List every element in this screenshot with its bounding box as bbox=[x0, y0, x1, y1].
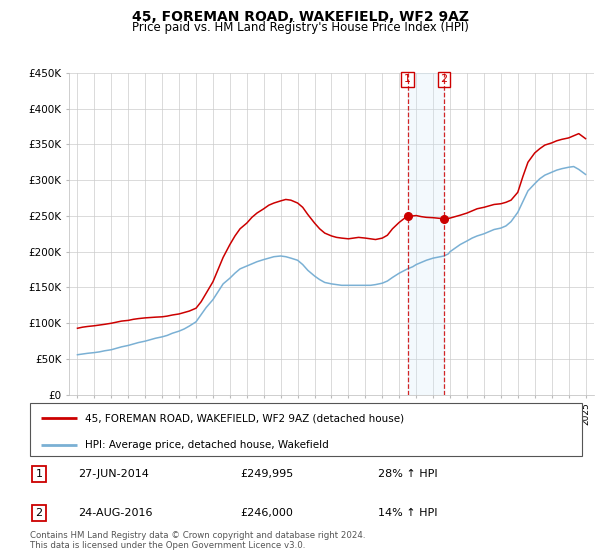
Bar bbox=[407, 73, 444, 395]
Text: Contains HM Land Registry data © Crown copyright and database right 2024.
This d: Contains HM Land Registry data © Crown c… bbox=[30, 530, 365, 550]
Text: 2: 2 bbox=[440, 74, 448, 85]
Text: 1: 1 bbox=[404, 74, 411, 85]
Text: 27-JUN-2014: 27-JUN-2014 bbox=[78, 469, 149, 479]
Text: 1: 1 bbox=[35, 469, 43, 479]
Text: 45, FOREMAN ROAD, WAKEFIELD, WF2 9AZ: 45, FOREMAN ROAD, WAKEFIELD, WF2 9AZ bbox=[131, 10, 469, 24]
FancyBboxPatch shape bbox=[30, 403, 582, 456]
Text: 24-AUG-2016: 24-AUG-2016 bbox=[78, 508, 152, 518]
Text: £246,000: £246,000 bbox=[240, 508, 293, 518]
Text: £249,995: £249,995 bbox=[240, 469, 293, 479]
Text: 28% ↑ HPI: 28% ↑ HPI bbox=[378, 469, 437, 479]
Text: HPI: Average price, detached house, Wakefield: HPI: Average price, detached house, Wake… bbox=[85, 440, 329, 450]
Text: 14% ↑ HPI: 14% ↑ HPI bbox=[378, 508, 437, 518]
Text: 2: 2 bbox=[35, 508, 43, 518]
Text: Price paid vs. HM Land Registry's House Price Index (HPI): Price paid vs. HM Land Registry's House … bbox=[131, 21, 469, 34]
Text: 45, FOREMAN ROAD, WAKEFIELD, WF2 9AZ (detached house): 45, FOREMAN ROAD, WAKEFIELD, WF2 9AZ (de… bbox=[85, 413, 404, 423]
